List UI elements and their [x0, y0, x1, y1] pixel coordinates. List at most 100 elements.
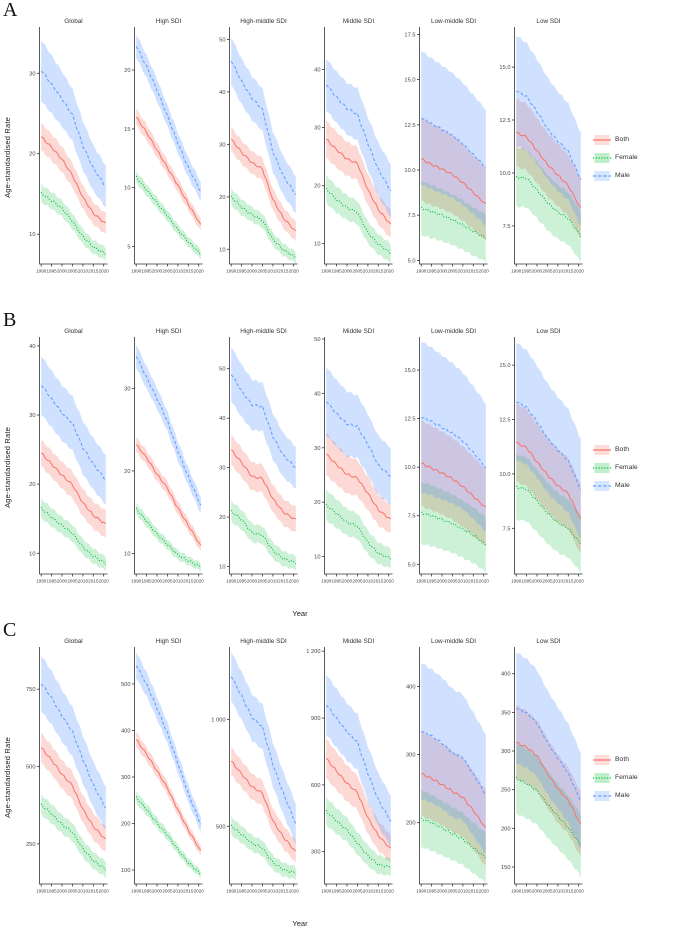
facet-B-global: Global 10 20 30 40 1990 1995 2000 2005 2010 2015 20…	[15, 326, 110, 609]
panel-b: B Age-standardised Rate Global 10 20 30 40 19…	[0, 310, 685, 620]
svg-text:2010: 2010	[78, 269, 89, 274]
svg-text:300: 300	[311, 850, 321, 856]
svg-text:1990: 1990	[131, 269, 142, 274]
svg-text:30: 30	[29, 71, 35, 77]
facet-chart-B-global: Global 10 20 30 40 1990 1995 2000 2005 2010 2015 20…	[29, 328, 110, 584]
facet-A-middle-sdi: Middle SDI 10 20 30 40 1990 1995 2000 2005 2010 20…	[300, 16, 395, 299]
svg-text:2005: 2005	[447, 579, 458, 584]
svg-text:1990: 1990	[416, 889, 427, 894]
facet-A-high-sdi: High SDI 5 10 15 20 1990 1995 2000 2005 2010 2015 2…	[110, 16, 205, 299]
x-axis-label-c: Year	[292, 919, 308, 928]
svg-text:2015: 2015	[563, 269, 574, 274]
facet-chart-C-middle-sdi: Middle SDI 300 600 900 1 200 1990 1995 2000 2005…	[306, 638, 395, 894]
svg-text:Middle SDI: Middle SDI	[343, 638, 374, 645]
svg-text:1995: 1995	[141, 579, 152, 584]
svg-text:2000: 2000	[247, 579, 258, 584]
svg-text:350: 350	[501, 710, 511, 716]
legend-key-female-icon	[593, 772, 611, 783]
svg-text:1995: 1995	[331, 269, 342, 274]
svg-text:2015: 2015	[373, 269, 384, 274]
svg-text:2000: 2000	[532, 269, 543, 274]
svg-text:2005: 2005	[352, 269, 363, 274]
svg-text:2005: 2005	[162, 269, 173, 274]
svg-text:2015: 2015	[88, 269, 99, 274]
svg-text:2020: 2020	[99, 889, 110, 894]
svg-text:10: 10	[124, 186, 130, 192]
svg-text:2010: 2010	[553, 889, 564, 894]
svg-text:2000: 2000	[532, 579, 543, 584]
svg-text:2020: 2020	[194, 269, 205, 274]
svg-text:2000: 2000	[342, 269, 353, 274]
svg-text:40: 40	[29, 344, 35, 350]
svg-text:1990: 1990	[131, 579, 142, 584]
svg-text:2015: 2015	[373, 889, 384, 894]
svg-text:2000: 2000	[437, 889, 448, 894]
svg-text:20: 20	[314, 184, 320, 190]
svg-text:2010: 2010	[458, 579, 469, 584]
svg-text:1995: 1995	[331, 889, 342, 894]
svg-text:1990: 1990	[36, 889, 47, 894]
svg-text:2000: 2000	[247, 269, 258, 274]
svg-text:1995: 1995	[236, 269, 247, 274]
svg-text:Low-middle SDI: Low-middle SDI	[431, 328, 476, 335]
svg-text:2015: 2015	[373, 579, 384, 584]
facet-B-low-sdi: Low SDI 7.5 10.0 12.5 15.0 1990 1995 2000 2005 20…	[490, 326, 585, 609]
svg-text:1995: 1995	[426, 269, 437, 274]
svg-text:2020: 2020	[479, 269, 490, 274]
legend-item-male: Male	[593, 790, 670, 802]
svg-text:2005: 2005	[542, 579, 553, 584]
svg-text:2005: 2005	[352, 579, 363, 584]
legend-label-male: Male	[615, 482, 630, 489]
facet-A-low-middle-sdi: Low-middle SDI 5.0 7.5 10.0 12.5 15.0 17.5 1990…	[395, 16, 490, 299]
svg-text:1990: 1990	[226, 269, 237, 274]
svg-text:1995: 1995	[426, 579, 437, 584]
svg-text:2000: 2000	[57, 889, 68, 894]
svg-text:10: 10	[219, 565, 225, 571]
svg-text:2010: 2010	[78, 579, 89, 584]
y-axis-label-b: Age-standardised Rate	[3, 427, 12, 508]
svg-text:1995: 1995	[141, 269, 152, 274]
svg-text:300: 300	[501, 749, 511, 755]
svg-text:300: 300	[121, 775, 131, 781]
svg-text:2020: 2020	[384, 579, 395, 584]
legend-a: Both Female Male	[585, 16, 670, 299]
svg-text:2010: 2010	[268, 889, 279, 894]
svg-text:Global: Global	[64, 328, 82, 335]
svg-text:2020: 2020	[574, 269, 585, 274]
x-axis-label-b: Year	[292, 609, 308, 618]
svg-text:2005: 2005	[67, 579, 78, 584]
legend-item-female: Female	[593, 462, 670, 474]
legend-c: Both Female Male	[585, 636, 670, 919]
legend-key-male-icon	[593, 790, 611, 801]
svg-text:2015: 2015	[88, 889, 99, 894]
svg-text:500: 500	[216, 824, 226, 830]
svg-text:1990: 1990	[511, 579, 522, 584]
legend-key-male-icon	[593, 480, 611, 491]
svg-text:Global: Global	[64, 638, 82, 645]
facet-C-low-middle-sdi: Low-middle SDI 200 300 400 1990 1995 2000 2005 2…	[395, 636, 490, 919]
facet-C-high-sdi: High SDI 100 200 300 400 500 1990 1995 2000 2005 2…	[110, 636, 205, 919]
svg-text:30: 30	[314, 126, 320, 132]
svg-text:15: 15	[124, 127, 130, 133]
svg-text:1990: 1990	[321, 889, 332, 894]
svg-text:2020: 2020	[384, 889, 395, 894]
svg-text:1995: 1995	[46, 579, 57, 584]
legend-key-female-icon	[593, 152, 611, 163]
svg-text:2015: 2015	[468, 269, 479, 274]
svg-text:2015: 2015	[468, 889, 479, 894]
svg-text:High-middle SDI: High-middle SDI	[240, 638, 287, 645]
svg-text:2015: 2015	[183, 269, 194, 274]
svg-text:1995: 1995	[46, 269, 57, 274]
facet-chart-B-low-middle-sdi: Low-middle SDI 5.0 7.5 10.0 12.5 15.0 1990 1995…	[404, 328, 489, 584]
facet-grid-a: Global 10 20 30 1990 1995 2000 2005 2010 2015 2020…	[15, 16, 585, 299]
svg-text:1995: 1995	[426, 889, 437, 894]
legend-label-both: Both	[615, 756, 629, 763]
svg-text:900: 900	[311, 716, 321, 722]
svg-text:2020: 2020	[289, 889, 300, 894]
svg-text:2020: 2020	[289, 579, 300, 584]
svg-text:2015: 2015	[88, 579, 99, 584]
svg-text:2020: 2020	[99, 579, 110, 584]
legend-label-female: Female	[615, 464, 638, 471]
svg-text:12.5: 12.5	[404, 123, 415, 129]
